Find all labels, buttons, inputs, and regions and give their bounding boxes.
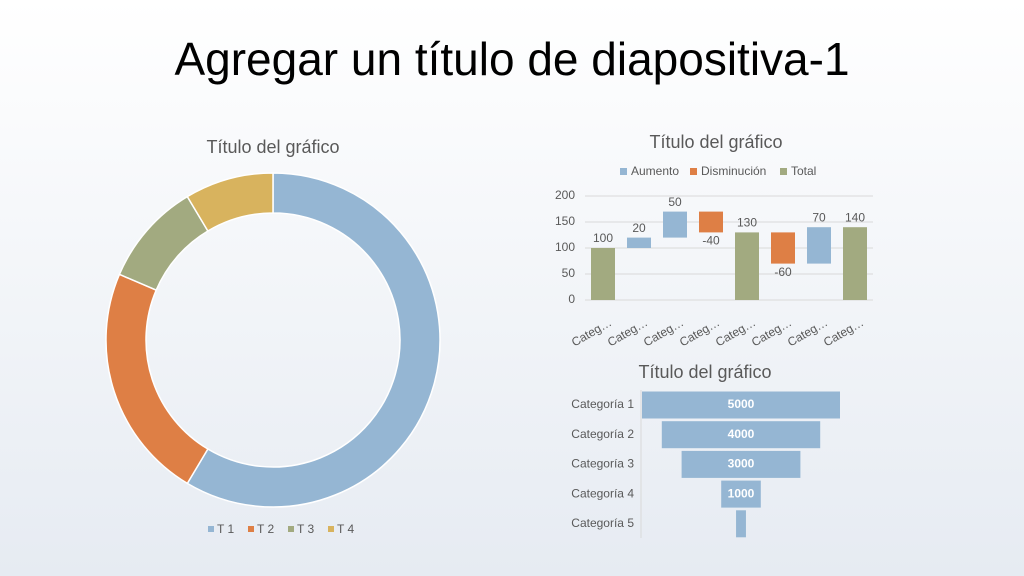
y-tick-label: 50 — [562, 266, 576, 280]
bar — [661, 421, 821, 449]
y-tick-label: 200 — [555, 188, 575, 202]
legend-swatch — [328, 526, 334, 532]
legend-swatch — [690, 168, 697, 175]
legend-label: Disminución — [701, 164, 766, 178]
data-label: 20 — [632, 221, 646, 235]
legend-swatch — [288, 526, 294, 532]
data-label: 3000 — [728, 457, 755, 471]
bar — [663, 211, 687, 238]
legend-label: T 4 — [337, 522, 354, 536]
bar — [843, 227, 867, 300]
bar — [591, 248, 615, 300]
data-label: 4000 — [728, 427, 755, 441]
legend-label: Aumento — [631, 164, 679, 178]
bar — [735, 232, 759, 300]
bar — [681, 450, 801, 478]
slide-title: Agregar un título de diapositiva-1 — [174, 33, 849, 85]
y-tick-label: 0 — [568, 292, 575, 306]
bar — [721, 480, 761, 508]
bar — [771, 232, 795, 264]
data-label: 5000 — [728, 397, 755, 411]
data-label: 1000 — [728, 486, 755, 500]
legend-label: T 1 — [217, 522, 234, 536]
y-tick-label: 100 — [555, 240, 575, 254]
data-label: 130 — [737, 216, 757, 230]
legend-swatch — [620, 168, 627, 175]
data-label: 140 — [845, 210, 865, 224]
chart-title: Título del gráfico — [649, 132, 782, 152]
data-label: 50 — [668, 195, 682, 209]
donut-segment — [186, 172, 441, 508]
bar — [699, 211, 723, 233]
category-label: Categoría 5 — [571, 516, 634, 530]
category-label: Categoría 4 — [571, 486, 634, 500]
legend-label: Total — [791, 164, 816, 178]
category-label: Categoría 2 — [571, 427, 634, 441]
category-label: Categoría 1 — [571, 397, 634, 411]
legend-label: T 3 — [297, 522, 314, 536]
y-tick-label: 150 — [555, 214, 575, 228]
legend-swatch — [248, 526, 254, 532]
data-label: -40 — [702, 234, 720, 248]
data-label: 70 — [812, 210, 826, 224]
bar — [736, 510, 746, 538]
data-label: 100 — [593, 231, 613, 245]
chart-title: Título del gráfico — [206, 137, 339, 157]
donut-segment — [186, 172, 274, 233]
category-label: Categoría 3 — [571, 457, 634, 471]
legend-label: T 2 — [257, 522, 274, 536]
legend-swatch — [208, 526, 214, 532]
data-label: -60 — [774, 265, 792, 279]
bar — [807, 227, 831, 264]
bar — [627, 237, 651, 248]
legend-swatch — [780, 168, 787, 175]
chart-title: Título del gráfico — [638, 362, 771, 382]
bar — [642, 391, 840, 419]
